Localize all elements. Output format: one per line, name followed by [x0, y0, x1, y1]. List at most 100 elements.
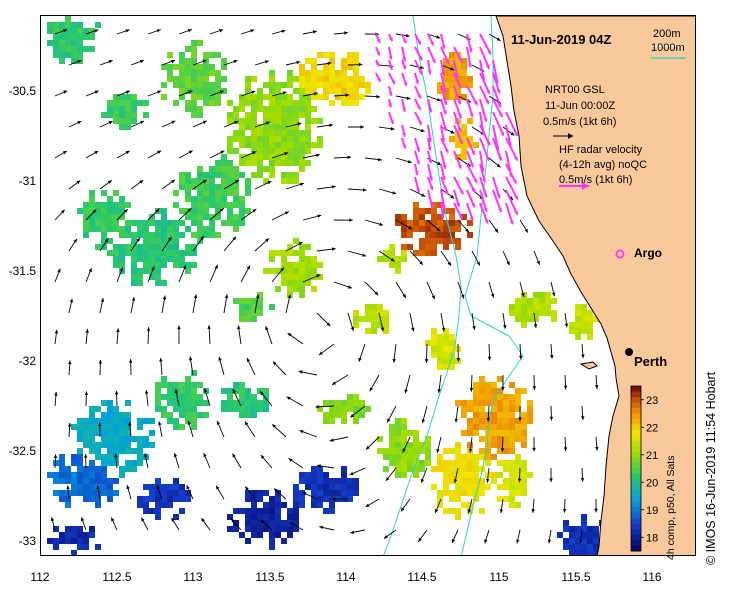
colorbar-segment [631, 496, 641, 502]
sst-pixel [269, 136, 275, 142]
sst-pixel [245, 178, 251, 184]
sst-pixel [179, 88, 185, 94]
sst-pixel [239, 304, 245, 310]
sst-pixel [575, 322, 581, 328]
sst-pixel [95, 496, 101, 502]
current-arrowhead [159, 357, 163, 362]
sst-pixel [107, 238, 113, 244]
sst-pixel [293, 502, 299, 508]
current-arrowhead [139, 180, 144, 184]
current-arrowhead [360, 125, 364, 129]
sst-pixel [179, 232, 185, 238]
sst-pixel [317, 496, 323, 502]
sst-pixel [455, 496, 461, 502]
sst-pixel [389, 442, 395, 448]
sst-pixel [119, 208, 125, 214]
sst-pixel [257, 142, 263, 148]
radar-arrowhead [456, 202, 460, 207]
radar-arrow [479, 176, 488, 198]
sst-pixel [107, 424, 113, 430]
current-arrowhead [234, 180, 239, 184]
sst-pixel [467, 406, 473, 412]
sst-pixel [521, 322, 527, 328]
x-tick: 112.5 [102, 570, 132, 584]
sst-pixel [89, 466, 95, 472]
sst-pixel [233, 166, 239, 172]
current-arrowhead [128, 421, 132, 426]
sst-pixel [263, 490, 269, 496]
sst-pixel [119, 442, 125, 448]
radar-arrowhead [514, 195, 518, 200]
sst-pixel [503, 442, 509, 448]
sst-pixel [275, 142, 281, 148]
sst-pixel [137, 250, 143, 256]
sst-pixel [155, 268, 161, 274]
sst-pixel [77, 436, 83, 442]
sst-pixel [449, 460, 455, 466]
sst-pixel [431, 226, 437, 232]
sst-pixel [395, 262, 401, 268]
sst-pixel [563, 526, 569, 532]
sst-pixel [521, 436, 527, 442]
sst-pixel [353, 58, 359, 64]
current-arrowhead [296, 60, 301, 65]
sst-pixel [497, 388, 503, 394]
sst-pixel [509, 478, 515, 484]
sst-pixel [215, 52, 221, 58]
sst-pixel [47, 538, 53, 544]
current-arrowhead [404, 389, 408, 394]
sst-pixel [53, 490, 59, 496]
sst-pixel [173, 238, 179, 244]
sst-pixel [77, 544, 83, 550]
current-arrowhead [62, 150, 67, 155]
sst-pixel [107, 430, 113, 436]
sst-pixel [227, 160, 233, 166]
sst-pixel [449, 334, 455, 340]
sst-pixel [185, 268, 191, 274]
sst-pixel [455, 514, 461, 520]
sst-pixel [437, 334, 443, 340]
sst-pixel [143, 112, 149, 118]
sst-pixel [461, 70, 467, 76]
radar-arrowhead [391, 80, 395, 85]
sst-pixel [497, 436, 503, 442]
sst-pixel [221, 154, 227, 160]
sst-pixel [425, 448, 431, 454]
sst-pixel [395, 472, 401, 478]
sst-pixel [119, 106, 125, 112]
sst-pixel [515, 484, 521, 490]
current-arrowhead [500, 448, 505, 452]
current-arrowhead [580, 416, 585, 420]
sst-pixel [461, 94, 467, 100]
sst-pixel [449, 496, 455, 502]
current-arrowhead [162, 295, 167, 300]
sst-pixel [143, 226, 149, 232]
sst-pixel [173, 190, 179, 196]
sst-pixel [71, 22, 77, 28]
sst-pixel [467, 82, 473, 88]
radar-arrow [479, 150, 485, 173]
sst-pixel [83, 46, 89, 52]
sst-pixel [107, 196, 113, 202]
radar-arrowhead [429, 185, 434, 190]
sst-pixel [353, 310, 359, 316]
sst-pixel [107, 496, 113, 502]
sst-pixel [215, 184, 221, 190]
current-arrowhead [111, 517, 115, 522]
sst-pixel [467, 484, 473, 490]
sst-pixel [47, 40, 53, 46]
map-area[interactable]: 23 22 21 20 19 18 11-Jun-2019 04Z 200m 1000m … [40, 15, 696, 556]
sst-pixel [389, 436, 395, 442]
sst-pixel [359, 82, 365, 88]
radar-arrowhead [417, 40, 421, 45]
sst-pixel [275, 106, 281, 112]
sst-pixel [515, 316, 521, 322]
sst-pixel [77, 478, 83, 484]
sst-pixel [77, 484, 83, 490]
current-arrowhead [436, 227, 441, 232]
sst-pixel [143, 418, 149, 424]
colorbar-frame [630, 385, 642, 552]
sst-pixel [341, 82, 347, 88]
sst-pixel [119, 262, 125, 268]
radar-arrowhead [483, 193, 488, 198]
